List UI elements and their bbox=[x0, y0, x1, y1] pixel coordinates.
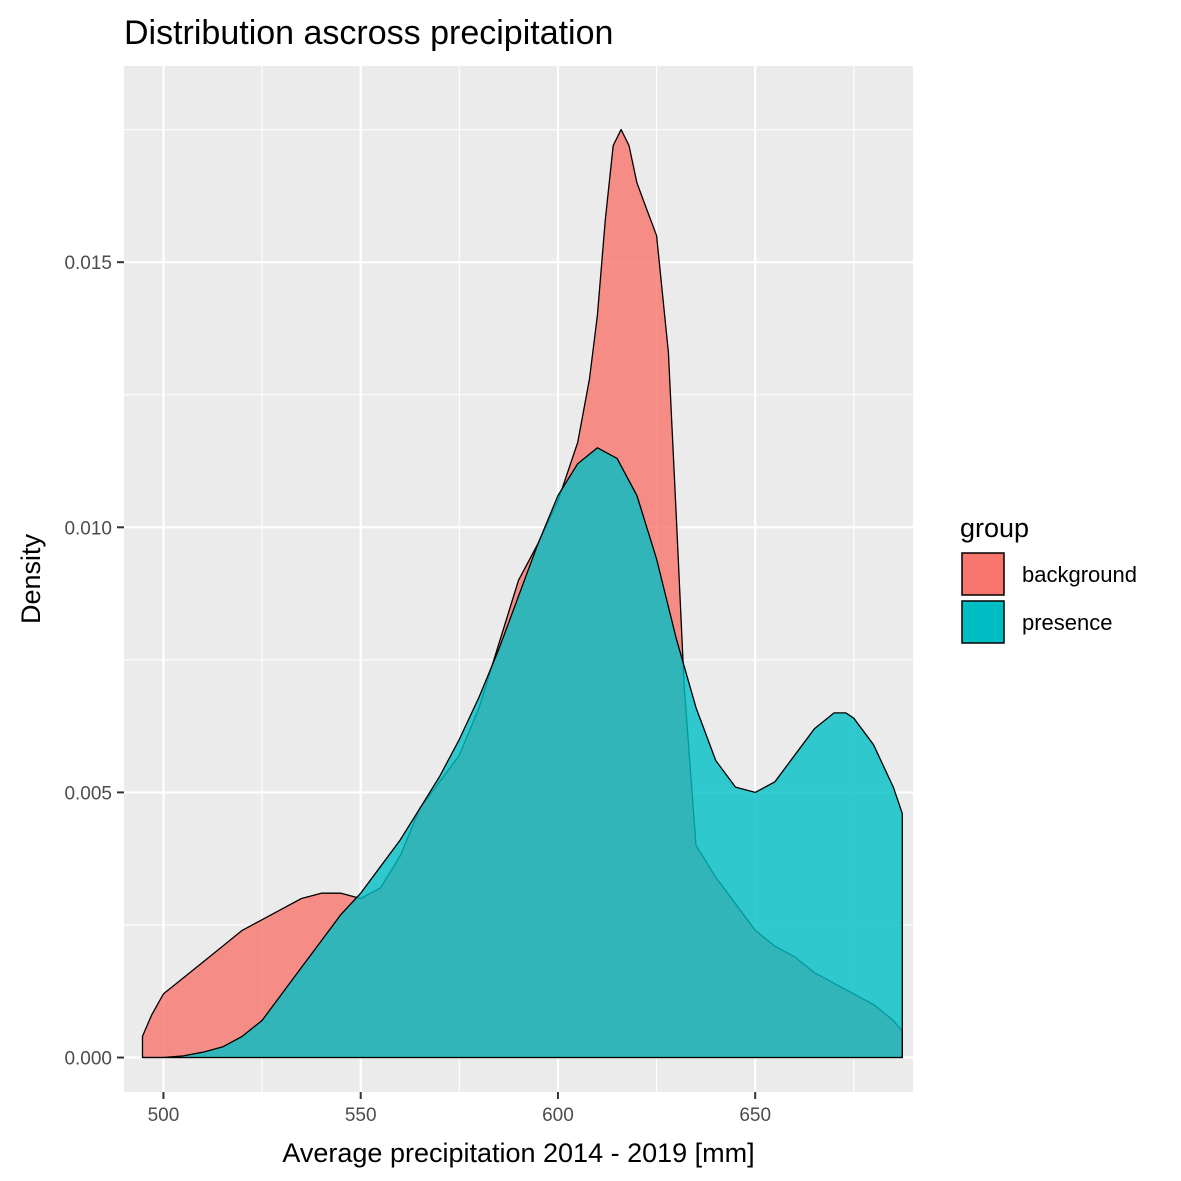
x-tick-label: 500 bbox=[148, 1105, 180, 1126]
x-tick-label: 650 bbox=[739, 1105, 771, 1126]
x-tick-label: 600 bbox=[542, 1105, 574, 1126]
y-axis-title: Density bbox=[16, 533, 46, 624]
x-axis-title: Average precipitation 2014 - 2019 [mm] bbox=[282, 1138, 754, 1168]
y-tick-label: 0.005 bbox=[64, 783, 112, 804]
legend-swatch-presence bbox=[961, 600, 1005, 644]
y-tick-label: 0.000 bbox=[64, 1049, 112, 1070]
legend-swatch-background bbox=[961, 552, 1005, 596]
legend-label-background: background bbox=[1022, 562, 1137, 587]
density-areas bbox=[141, 128, 903, 1059]
density-area-presence bbox=[141, 447, 903, 1059]
legend-label-presence: presence bbox=[1022, 610, 1113, 635]
chart-title: Distribution ascross precipitation bbox=[124, 14, 613, 52]
legend-title: group bbox=[960, 513, 1029, 543]
y-tick-label: 0.015 bbox=[64, 253, 112, 274]
legend: group background presence bbox=[960, 513, 1137, 644]
y-tick-label: 0.010 bbox=[64, 518, 112, 539]
x-axis-ticks: 500 550 600 650 bbox=[148, 1092, 771, 1126]
y-axis-ticks: 0.000 0.005 0.010 0.015 bbox=[64, 253, 124, 1070]
x-tick-label: 550 bbox=[345, 1105, 377, 1126]
